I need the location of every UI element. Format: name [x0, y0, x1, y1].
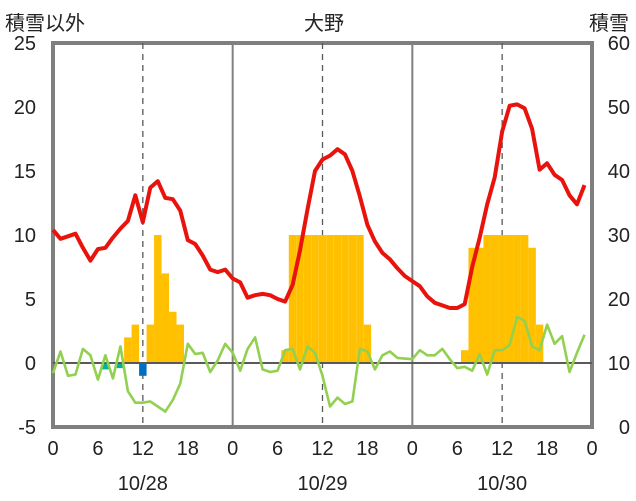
x-tick-label: 18	[536, 438, 558, 460]
bar-orange_bars	[333, 235, 342, 363]
bar-orange_bars	[311, 235, 319, 363]
date-label: 10/29	[297, 473, 347, 495]
series-red_line	[51, 102, 587, 310]
left-y-tick-label: 20	[14, 97, 36, 119]
bar-orange_bars	[498, 235, 506, 363]
x-tick-label: 6	[452, 438, 463, 460]
right-y-tick-label: 40	[608, 161, 630, 183]
x-tick-label: 12	[311, 438, 333, 460]
bar-orange_bars	[296, 235, 304, 363]
left-y-tick-label: 25	[14, 33, 36, 55]
series-green_line	[51, 315, 586, 413]
bar-orange_bars	[161, 273, 170, 363]
right-y-tick-label: 50	[608, 97, 630, 119]
bar-orange_bars	[146, 324, 155, 363]
chart-title: 大野	[304, 13, 344, 35]
bar-orange_bars	[131, 324, 140, 363]
bar-orange_bars	[288, 235, 297, 363]
left-y-tick-label: 0	[25, 353, 36, 375]
bar-orange_bars	[483, 235, 491, 363]
right-y-tick-label: 20	[608, 289, 630, 311]
bar-orange_bars	[535, 324, 544, 363]
left-y-tick-label: 5	[25, 289, 36, 311]
bar-orange_bars	[303, 235, 312, 363]
bar-teal_bars	[116, 363, 125, 369]
x-tick-label: 0	[407, 438, 418, 460]
bar-orange_bars	[341, 235, 349, 363]
bar-orange_bars	[169, 311, 177, 363]
x-tick-label: 12	[491, 438, 513, 460]
right-y-tick-label: 30	[608, 225, 630, 247]
left-y-tick-label: -5	[18, 417, 36, 439]
bar-orange_bars	[363, 324, 372, 363]
right-y-tick-label: 0	[619, 417, 630, 439]
right-y-tick-label: 10	[608, 353, 630, 375]
x-tick-label: 0	[227, 438, 238, 460]
bar-orange_bars	[505, 235, 514, 363]
bar-orange_bars	[520, 235, 529, 363]
x-tick-label: 12	[132, 438, 154, 460]
bar-teal_bars	[101, 363, 110, 370]
bar-orange_bars	[124, 337, 132, 363]
x-tick-label: 0	[586, 438, 597, 460]
date-label: 10/28	[118, 473, 168, 495]
left-y-tick-label: 15	[14, 161, 36, 183]
x-tick-label: 6	[92, 438, 103, 460]
left-axis-title: 積雪以外	[5, 13, 85, 35]
bar-orange_bars	[176, 324, 185, 363]
bar-orange_bars	[154, 235, 162, 363]
right-y-tick-label: 60	[608, 33, 630, 55]
bar-orange_bars	[356, 235, 364, 363]
bar-orange_bars	[468, 247, 476, 363]
bar-orange_bars	[513, 235, 521, 363]
bar-orange_bars	[528, 247, 536, 363]
bar-orange_bars	[318, 235, 327, 363]
right-axis-title: 積雪	[589, 13, 629, 35]
bar-orange_bars	[326, 235, 334, 363]
bar-orange_bars	[348, 235, 357, 363]
x-tick-label: 0	[47, 438, 58, 460]
bar-blue_bars	[139, 363, 147, 376]
x-tick-label: 18	[177, 438, 199, 460]
bar-orange_bars	[460, 350, 469, 363]
bar-orange_bars	[490, 235, 499, 363]
x-tick-label: 18	[356, 438, 378, 460]
left-y-tick-label: 10	[14, 225, 36, 247]
bar-orange_bars	[281, 350, 289, 363]
bar-orange_bars	[475, 247, 484, 363]
date-label: 10/30	[477, 473, 527, 495]
x-tick-label: 6	[272, 438, 283, 460]
